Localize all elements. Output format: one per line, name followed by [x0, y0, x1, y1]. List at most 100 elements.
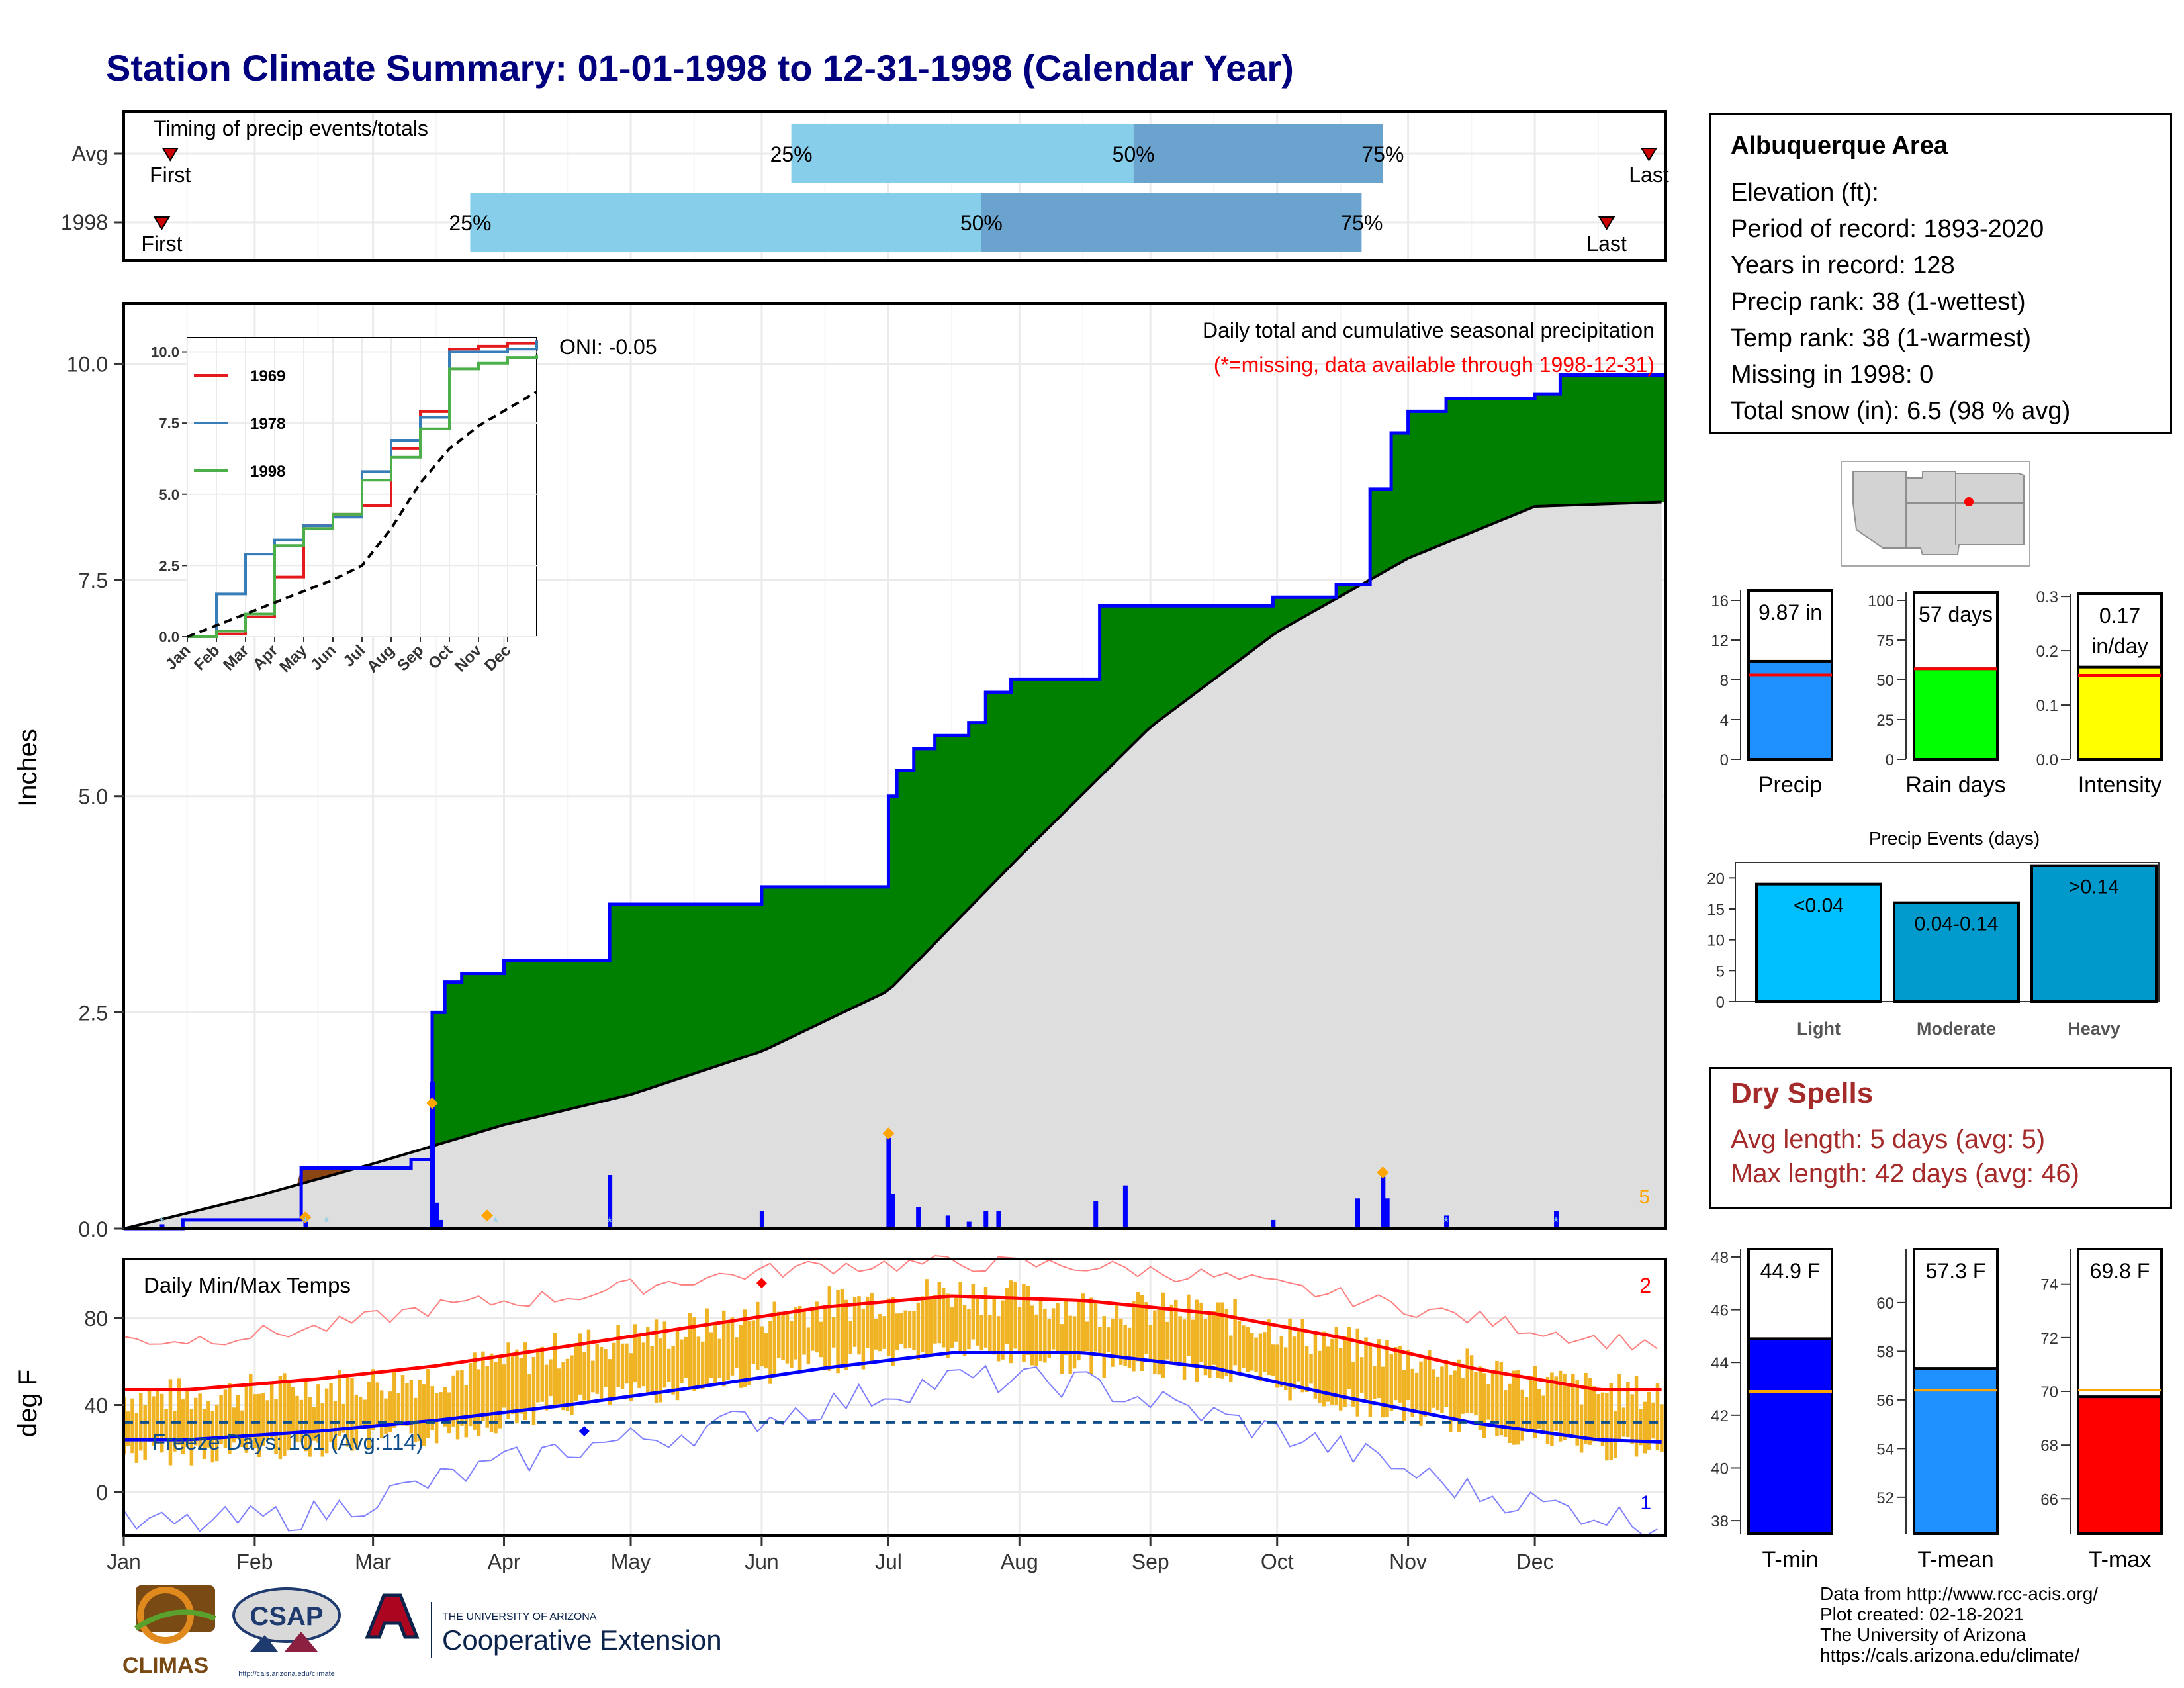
daily-precip-bar	[430, 1081, 435, 1229]
daily-temp-bar	[223, 1389, 228, 1448]
mini-bar-value: in/day	[2091, 634, 2148, 658]
daily-temp-bar	[494, 1362, 498, 1434]
daily-temp-bar	[1448, 1374, 1453, 1432]
daily-temp-bar	[595, 1344, 599, 1394]
daily-temp-bar	[1085, 1321, 1089, 1352]
daily-temp-bar	[760, 1326, 764, 1367]
ua-logo: THE UNIVERSITY OF ARIZONA Cooperative Ex…	[365, 1593, 722, 1658]
temp-line-normal-min	[124, 1351, 1662, 1444]
daily-precip-bar	[159, 1224, 165, 1229]
temp-count-lo: 1	[1640, 1492, 1651, 1514]
daily-temp-bar	[1115, 1304, 1119, 1356]
daily-temp-bar	[329, 1383, 333, 1442]
mini-ytick-label: 100	[1868, 592, 1894, 610]
daily-temp-bar	[126, 1411, 130, 1446]
daily-precip-bar	[1381, 1176, 1386, 1229]
daily-temp-bar	[776, 1311, 781, 1358]
daily-temp-bar	[1165, 1321, 1169, 1360]
temp-line-record-low	[123, 1364, 1658, 1538]
daily-temp-bar	[278, 1376, 283, 1460]
daily-temp-bar	[1009, 1280, 1013, 1364]
daily-temp-bar	[971, 1284, 976, 1340]
daily-precip-bar	[945, 1215, 950, 1229]
daily-temp-bar	[1541, 1395, 1545, 1433]
month-label: May	[611, 1550, 651, 1573]
daily-temp-bar	[819, 1321, 823, 1358]
daily-temp-bar	[283, 1373, 287, 1456]
mini-bar-label: T-min	[1762, 1547, 1819, 1572]
daily-temp-bar	[1389, 1354, 1394, 1411]
daily-temp-bar	[802, 1309, 806, 1355]
inset-legend: 1969 1978 1998	[194, 367, 285, 481]
csap-text: CSAP	[250, 1602, 323, 1631]
inset-line-1998	[187, 354, 538, 638]
daily-temp-bar	[1199, 1302, 1203, 1362]
page-title: Station Climate Summary: 01-01-1998 to 1…	[106, 47, 1294, 89]
daily-temp-bar	[1596, 1394, 1600, 1440]
daily-temp-bar	[274, 1399, 278, 1454]
daily-temp-bar	[1017, 1307, 1022, 1354]
daily-temp-bar	[781, 1314, 785, 1360]
month-label: Aug	[1001, 1550, 1038, 1573]
mini-ytick-label: 74	[2040, 1276, 2058, 1294]
daily-temp-bar	[1465, 1348, 1469, 1413]
daily-precip-bar	[1355, 1198, 1360, 1229]
daily-temp-bar	[130, 1398, 134, 1454]
daily-temp-bar	[1250, 1333, 1254, 1371]
daily-temp-bar	[1571, 1374, 1575, 1438]
mini-ytick-label: 44	[1711, 1354, 1729, 1372]
daily-temp-bar	[1520, 1389, 1524, 1441]
daily-temp-bar	[692, 1317, 696, 1391]
daily-temp-bar	[1334, 1327, 1339, 1406]
daily-temp-bar	[992, 1299, 997, 1355]
credit-institution: The University of Arizona	[1820, 1624, 2026, 1645]
events-ytick-label: 15	[1707, 901, 1725, 919]
daily-temp-bar	[886, 1298, 891, 1356]
timing-bar-50-75	[1133, 124, 1383, 183]
station-period: Period of record: 1893-2020	[1731, 215, 2044, 243]
daily-temp-bar	[1056, 1303, 1060, 1354]
temp-ytick-label: 80	[84, 1307, 108, 1331]
daily-temp-bar	[608, 1359, 612, 1405]
mini-ytick-label: 58	[1876, 1343, 1894, 1361]
daily-temp-bar	[455, 1370, 460, 1440]
daily-temp-bar	[751, 1320, 756, 1364]
daily-temp-bar	[265, 1400, 270, 1441]
month-label: Apr	[488, 1550, 521, 1573]
inset-legend-label: 1969	[250, 367, 285, 385]
mini-bar-value: 69.8 F	[2090, 1259, 2150, 1283]
mini-ytick-label: 75	[1876, 632, 1894, 650]
daily-temp-bar	[929, 1299, 933, 1357]
daily-temp-bar	[726, 1321, 730, 1380]
daily-temp-bar	[1626, 1382, 1630, 1438]
daily-temp-bar	[156, 1389, 160, 1444]
station-elevation: Elevation (ft):	[1731, 179, 1879, 207]
daily-temp-bar	[844, 1299, 848, 1370]
temp-ytick-label: 40	[84, 1394, 108, 1418]
daily-temp-bar	[1558, 1370, 1563, 1442]
daily-precip-bar	[1122, 1185, 1128, 1229]
mini-ytick-label: 16	[1711, 592, 1729, 610]
daily-temp-bar	[1072, 1316, 1077, 1369]
daily-temp-bar	[1178, 1316, 1182, 1362]
daily-precip-bar	[1444, 1215, 1449, 1229]
daily-temp-bar	[506, 1342, 510, 1420]
daily-temp-bar	[1609, 1383, 1614, 1461]
temp-border	[122, 1258, 1667, 1537]
mini-bar-label: Rain days	[1905, 773, 2005, 798]
daily-temp-bar	[515, 1349, 519, 1424]
daily-temp-bar	[903, 1310, 907, 1349]
daily-temp-bar	[1428, 1350, 1432, 1413]
daily-temp-bar	[1144, 1302, 1148, 1354]
last-event-marker	[1598, 216, 1615, 230]
timing-bar-25-50	[470, 193, 981, 252]
precip-panel: * * * * * * * 0.0 2.5 5.0 7.5 10.0 Inches Daily to…	[13, 302, 1667, 1241]
daily-temp-bar	[1495, 1360, 1499, 1436]
temp-ytick-label: 0	[96, 1481, 108, 1505]
mini-ytick-label: 0.3	[2036, 588, 2058, 606]
daily-temp-bar	[907, 1311, 912, 1348]
snow-marker: *	[1443, 1214, 1449, 1231]
station-years: Years in record: 128	[1731, 252, 1955, 279]
daily-temp-bar	[409, 1380, 414, 1434]
